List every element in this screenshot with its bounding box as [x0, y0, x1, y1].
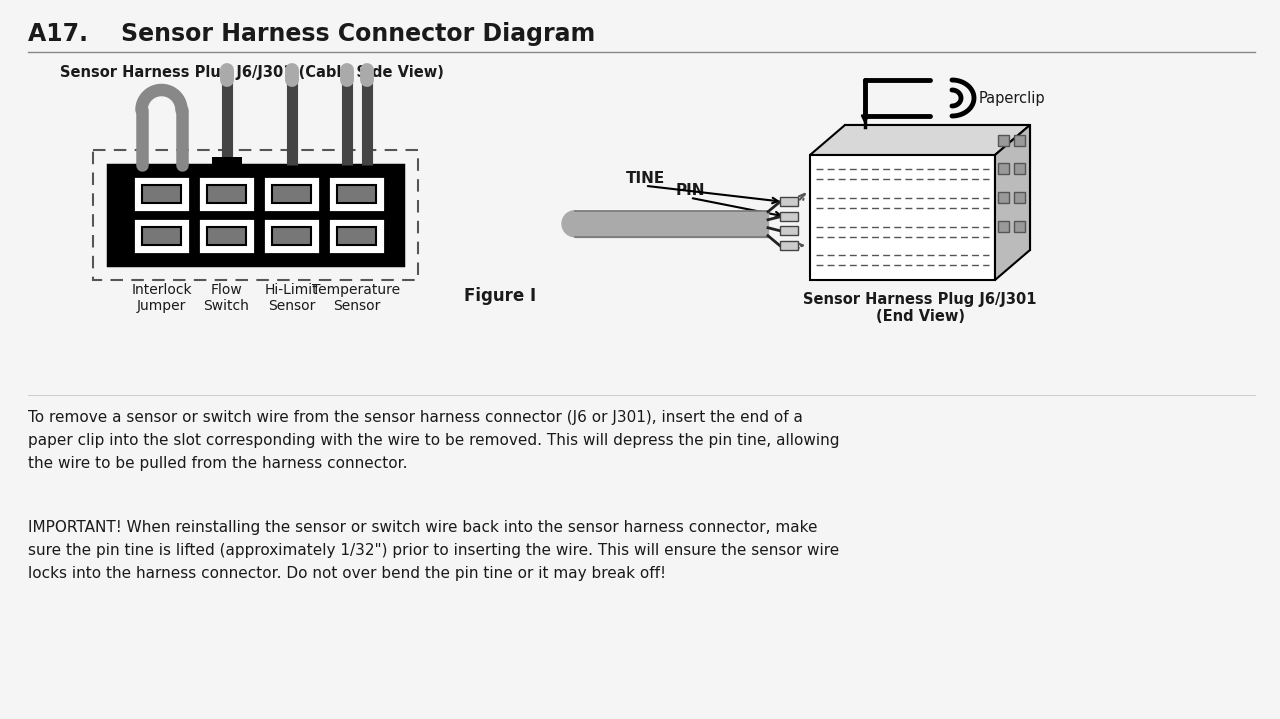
Polygon shape: [995, 125, 1030, 280]
Bar: [1014, 192, 1025, 203]
Bar: [998, 221, 1009, 232]
Bar: [780, 197, 797, 206]
Bar: [780, 226, 797, 235]
Text: Figure I: Figure I: [463, 287, 536, 305]
Bar: [1014, 134, 1025, 145]
Bar: [328, 176, 385, 212]
Bar: [92, 150, 417, 280]
Bar: [198, 176, 255, 212]
Bar: [337, 185, 376, 203]
Text: To remove a sensor or switch wire from the sensor harness connector (J6 or J301): To remove a sensor or switch wire from t…: [28, 410, 840, 471]
Text: Flow
Switch: Flow Switch: [204, 283, 250, 313]
Bar: [273, 185, 311, 203]
Bar: [328, 218, 385, 254]
Polygon shape: [562, 211, 575, 237]
Polygon shape: [810, 125, 1030, 155]
Bar: [142, 185, 180, 203]
Bar: [780, 242, 797, 250]
Polygon shape: [810, 155, 995, 280]
Bar: [142, 227, 180, 245]
Text: A17.    Sensor Harness Connector Diagram: A17. Sensor Harness Connector Diagram: [28, 22, 595, 46]
Bar: [780, 212, 797, 221]
Bar: [262, 176, 320, 212]
Bar: [211, 157, 242, 171]
Text: Paperclip: Paperclip: [979, 91, 1046, 106]
Bar: [273, 227, 311, 245]
Polygon shape: [845, 125, 1030, 250]
Bar: [108, 165, 402, 265]
Text: Interlock
Jumper: Interlock Jumper: [131, 283, 192, 313]
Text: Sensor Harness Plug J6/J301 (Cable Side View): Sensor Harness Plug J6/J301 (Cable Side …: [60, 65, 444, 80]
Bar: [998, 192, 1009, 203]
Text: TINE: TINE: [626, 170, 664, 186]
Text: Sensor Harness Plug J6/J301
(End View): Sensor Harness Plug J6/J301 (End View): [804, 292, 1037, 324]
Bar: [207, 227, 246, 245]
Bar: [207, 185, 246, 203]
Bar: [198, 218, 255, 254]
Bar: [133, 176, 189, 212]
Bar: [337, 227, 376, 245]
Bar: [998, 163, 1009, 174]
Text: Hi-Limit
Sensor: Hi-Limit Sensor: [265, 283, 319, 313]
Text: PIN: PIN: [676, 183, 705, 198]
Bar: [1014, 163, 1025, 174]
Bar: [998, 134, 1009, 145]
Text: IMPORTANT! When reinstalling the sensor or switch wire back into the sensor harn: IMPORTANT! When reinstalling the sensor …: [28, 520, 840, 581]
Bar: [1014, 221, 1025, 232]
Text: Temperature
Sensor: Temperature Sensor: [312, 283, 401, 313]
Bar: [262, 218, 320, 254]
Bar: [133, 218, 189, 254]
